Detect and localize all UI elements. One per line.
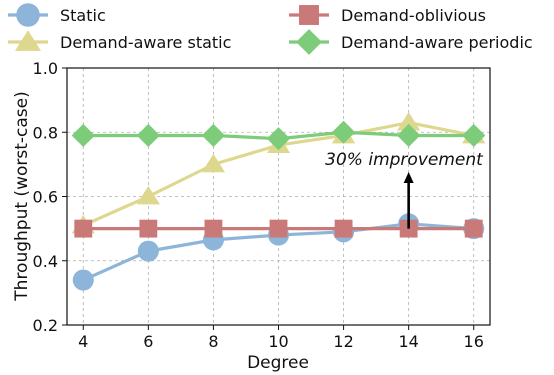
data-point: [136, 185, 160, 205]
data-point: [397, 112, 421, 131]
data-point: [74, 219, 93, 238]
annotation-layer: 30% improvement: [325, 150, 484, 229]
data-point: [397, 123, 421, 148]
legend-marker: [16, 3, 40, 27]
legend-item: Demand-aware static: [8, 30, 231, 52]
x-tick-label: 10: [268, 332, 288, 351]
legend-marker: [296, 29, 322, 55]
legend-label: Demand-aware static: [60, 33, 231, 52]
data-point: [72, 269, 94, 291]
legend-label: Demand-oblivious: [341, 6, 486, 25]
improvement-annotation: 30% improvement: [325, 150, 484, 170]
x-tick-label: 4: [78, 332, 88, 351]
data-point: [266, 127, 291, 151]
data-point: [137, 240, 159, 262]
x-tick-label: 16: [464, 332, 484, 351]
x-tick-label: 12: [333, 332, 353, 351]
y-tick-label: 0.2: [33, 316, 58, 335]
legend-label: Static: [60, 6, 106, 25]
data-point: [139, 219, 158, 238]
legend-marker: [299, 5, 319, 25]
y-tick-label: 0.4: [33, 252, 58, 271]
legend-item: Demand-oblivious: [289, 5, 486, 25]
legend-item: Static: [8, 3, 106, 27]
series-demand-aware-periodic: [71, 120, 486, 151]
legend-label: Demand-aware periodic: [341, 33, 533, 52]
grid-lines: [67, 67, 490, 326]
data-point: [201, 153, 226, 173]
data-point: [71, 123, 95, 148]
data-point: [332, 120, 356, 144]
data-point: [464, 219, 483, 238]
y-tick-label: 1.0: [33, 59, 58, 78]
improvement-arrow-head: [403, 172, 414, 184]
legend: Static Demand-oblivious Demand-aware stati…: [8, 3, 533, 55]
y-tick-label: 0.6: [33, 188, 58, 207]
data-point: [462, 123, 486, 148]
y-axis-label: Throughput (worst-case): [12, 91, 32, 301]
data-point: [334, 219, 353, 238]
data-point: [201, 123, 225, 148]
axis-ticks: 4 6 8 10 12 14 16 0.2 0.4 0.6 0.8 1.0: [33, 59, 484, 351]
x-axis-label: Degree: [247, 353, 309, 373]
data-point: [204, 219, 223, 238]
x-tick-label: 14: [398, 332, 418, 351]
legend-marker: [15, 30, 41, 51]
legend-item: Demand-aware periodic: [289, 29, 533, 55]
x-tick-label: 6: [143, 332, 153, 351]
data-point: [136, 123, 160, 148]
y-tick-label: 0.8: [33, 123, 58, 142]
series-demand-oblivious: [74, 219, 483, 238]
x-tick-label: 8: [208, 332, 218, 351]
data-point: [269, 219, 288, 238]
